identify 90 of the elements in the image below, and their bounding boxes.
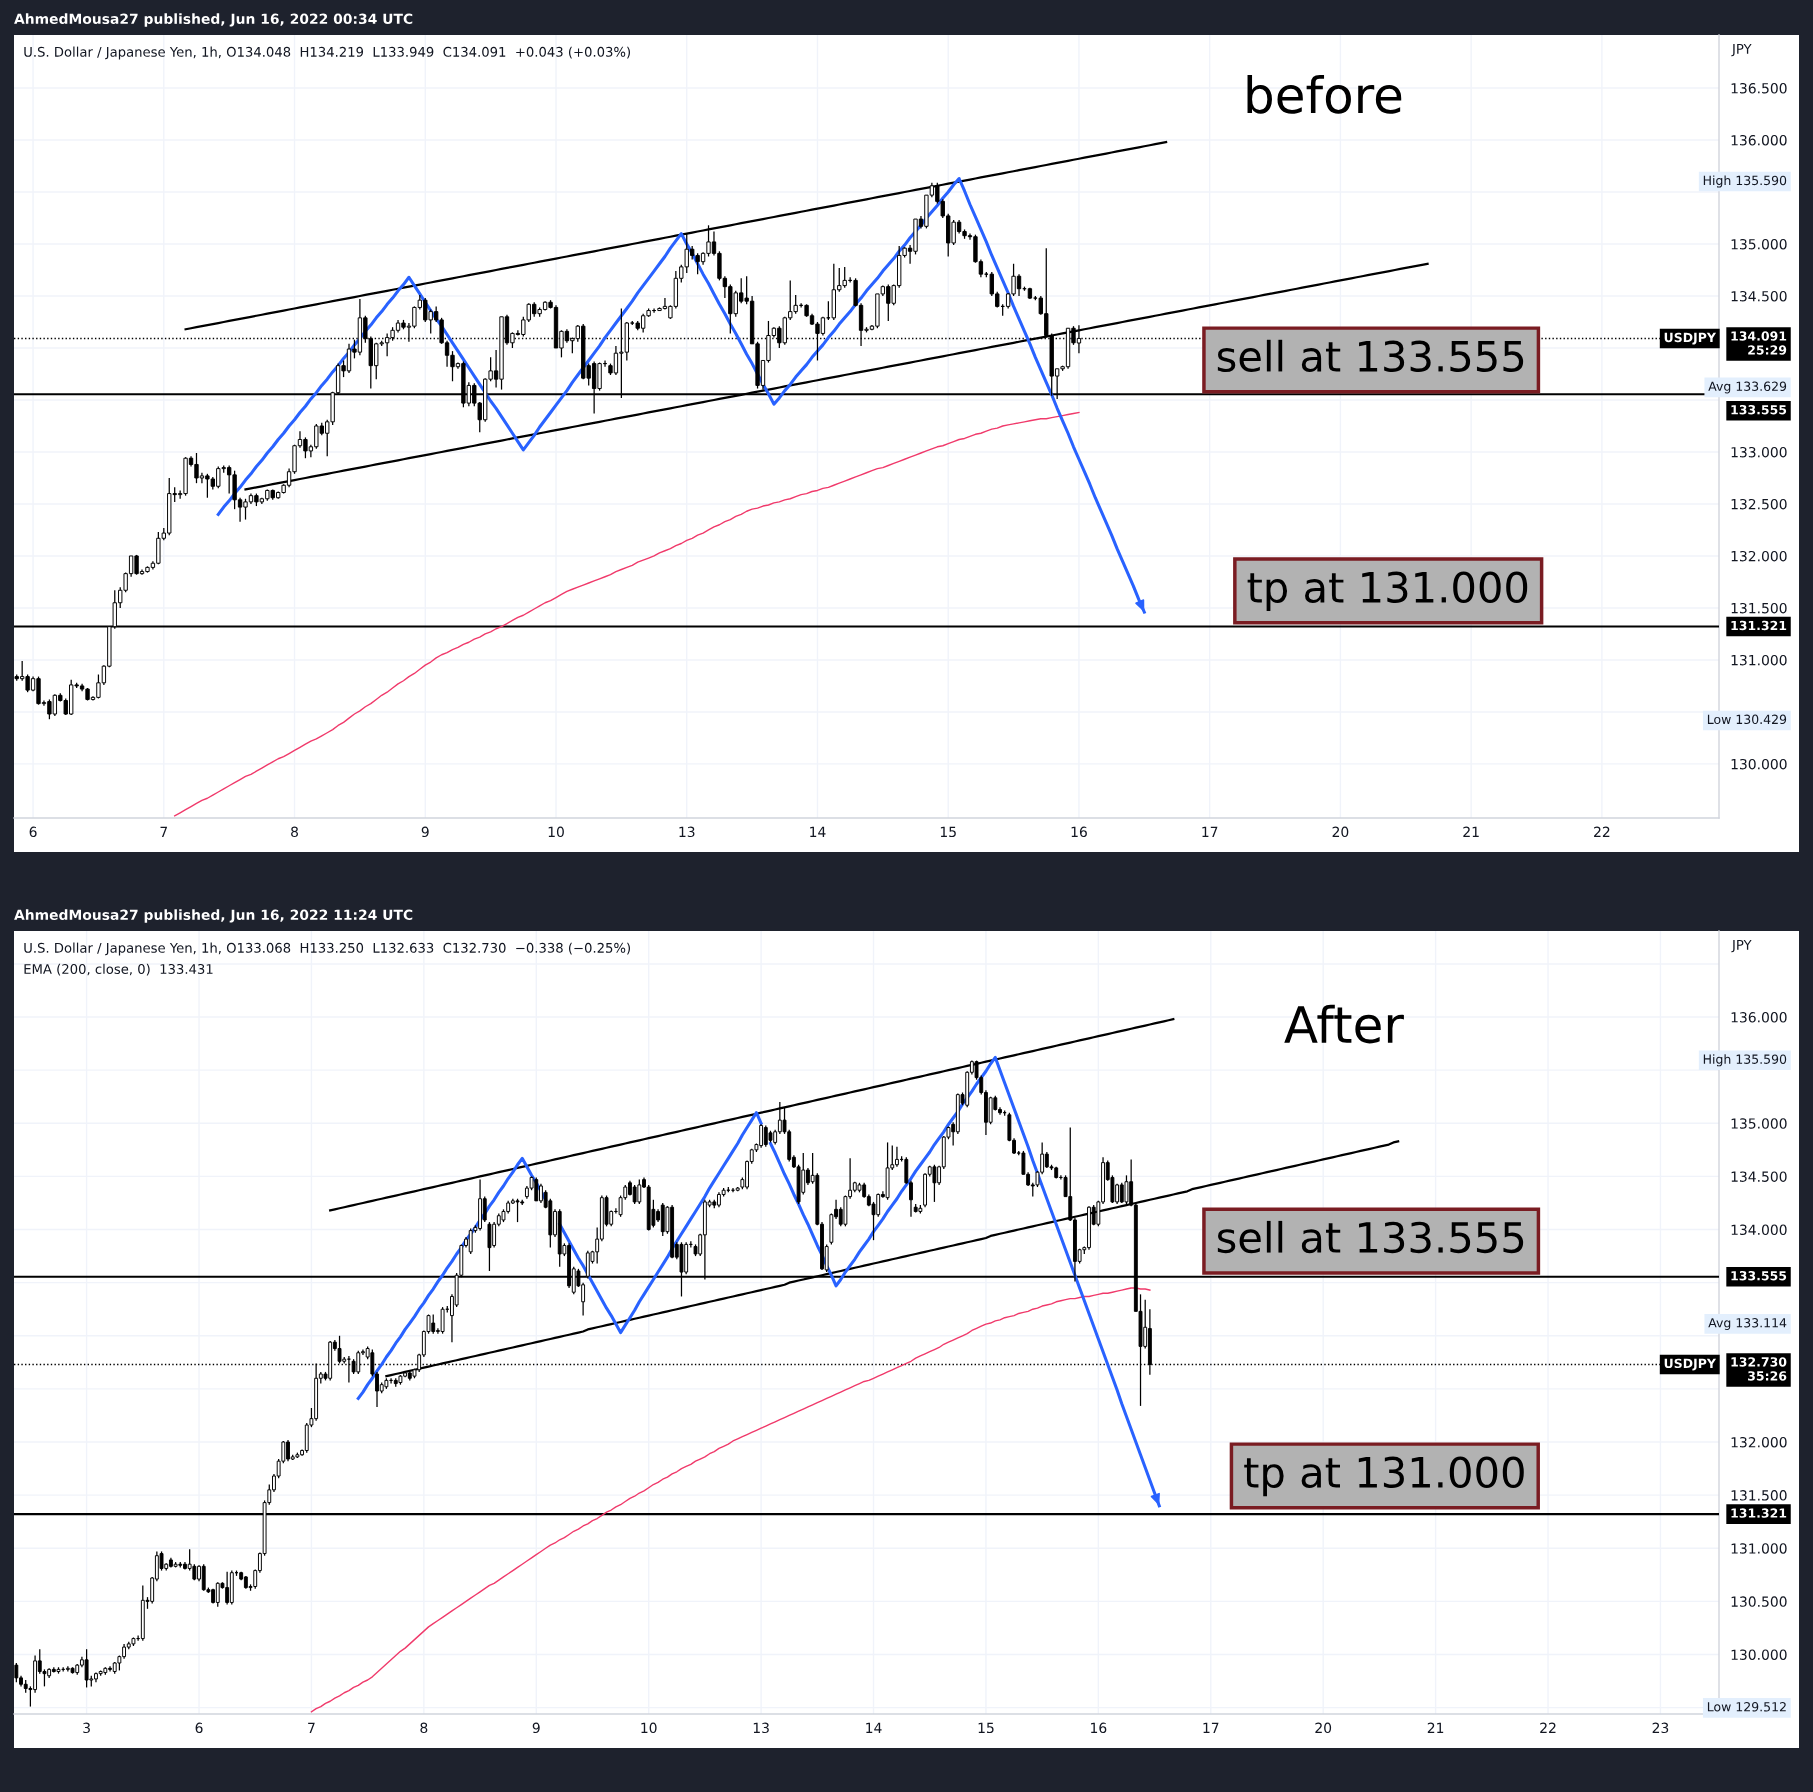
text: U.S. Dollar / Japanese Yen, 1h, O134.048 H134.219 L133.949 C134.091 +0.043 (+0.03%)	[24, 46, 630, 60]
x-tick-label: 7	[160, 826, 168, 837]
x-tick-label: 23	[1652, 1722, 1669, 1734]
candlestick	[487, 1221, 492, 1272]
x-tick-label: 15	[978, 1722, 994, 1734]
x-tick-label: 14	[810, 826, 826, 837]
y-tick-label: 134.000	[1731, 1224, 1787, 1236]
candlestick	[468, 1227, 473, 1255]
y-axis-title: JPY	[1731, 940, 1752, 953]
annotation: tp at 131.000	[1247, 571, 1528, 612]
candlestick	[637, 1178, 642, 1205]
candlestick	[201, 1563, 206, 1592]
x-tick-label: 14	[866, 1722, 882, 1733]
annotation: Low 130.429	[1707, 714, 1787, 725]
x-tick-label: 8	[420, 1722, 428, 1734]
y-tick-label: 131.500	[1731, 602, 1787, 614]
ref-line-label: 134.091 25:29	[1731, 331, 1787, 355]
x-tick-label: 22	[1540, 1722, 1556, 1733]
x-tick-label: 16	[1091, 1722, 1107, 1734]
line-series	[184, 140, 1168, 331]
chart-title: AhmedMousa27 published, Jun 16, 2022 11:24 UTC	[14, 909, 413, 923]
candlestick	[515, 1198, 520, 1223]
annotation: EMA (200, close, 0) 133.431	[24, 963, 213, 976]
y-tick-label: 130.000	[1731, 758, 1787, 770]
x-tick-label: 9	[532, 1722, 540, 1734]
y-tick-label: 135.000	[1731, 1118, 1787, 1129]
annotation: Low 129.512	[1707, 1702, 1786, 1712]
x-tick-label: 20	[1315, 1722, 1332, 1734]
candlestick	[1124, 1174, 1129, 1205]
annotation: sell at 133.555	[1217, 1220, 1524, 1254]
ref-line-label: 133.555	[1731, 1270, 1787, 1281]
y-tick-label: 131.500	[1731, 1490, 1787, 1501]
chart-title: AhmedMousa27 published, Jun 16, 2022 00:34 UTC	[14, 13, 413, 27]
annotation: sell at 133.555	[1217, 339, 1524, 373]
annotation: Avg 133.114	[1708, 1318, 1787, 1330]
y-tick-label: 136.000	[1731, 134, 1787, 146]
x-tick-label: 22	[1594, 826, 1610, 837]
line-series	[329, 1018, 1175, 1212]
y-tick-label: 134.500	[1731, 1171, 1787, 1182]
x-tick-label: 8	[291, 826, 298, 838]
y-tick-label: 130.000	[1731, 1649, 1787, 1660]
line-series	[173, 411, 1080, 817]
ref-line-label: 131.321	[1731, 620, 1787, 631]
candlestick	[632, 1184, 637, 1205]
y-tick-label: 132.000	[1731, 550, 1787, 562]
candlestick	[84, 1648, 89, 1689]
y-tick-label: 136.000	[1731, 1012, 1787, 1023]
x-tick-label: 7	[308, 1722, 315, 1733]
x-tick-label: 13	[679, 826, 695, 838]
y-axis-title: JPY	[1731, 44, 1752, 57]
x-tick-label: 15	[940, 826, 956, 838]
annotation: Avg 133.629	[1708, 381, 1787, 394]
x-tick-label: 9	[421, 826, 429, 838]
x-tick-label: 21	[1463, 826, 1479, 837]
x-tick-label: 17	[1203, 1722, 1219, 1733]
y-tick-label: 131.000	[1731, 654, 1787, 666]
y-tick-label: 133.000	[1731, 446, 1787, 458]
y-tick-label: 135.000	[1731, 238, 1787, 250]
candlestick	[337, 1335, 342, 1365]
x-tick-label: 17	[1202, 826, 1218, 837]
annotation: After	[1284, 1004, 1404, 1044]
annotation: USDJPY	[1664, 1358, 1717, 1371]
annotation: USDJPY	[1664, 332, 1717, 345]
y-tick-label: 132.500	[1731, 498, 1787, 510]
x-tick-label: 10	[641, 1722, 657, 1734]
y-tick-label: 134.500	[1731, 290, 1787, 302]
y-tick-label: 132.000	[1731, 1436, 1787, 1448]
candlestick	[932, 1164, 937, 1203]
x-tick-label: 6	[29, 826, 37, 838]
x-tick-label: 10	[548, 826, 564, 838]
y-tick-label: 130.500	[1731, 1596, 1787, 1607]
line-series	[310, 1287, 1151, 1713]
y-tick-label: 136.500	[1731, 83, 1787, 94]
x-tick-label: 6	[195, 1722, 203, 1734]
x-tick-label: 21	[1427, 1722, 1444, 1733]
ref-line-label: 132.730 35:26	[1731, 1357, 1787, 1381]
x-tick-label: 16	[1071, 826, 1087, 838]
x-tick-label: 13	[753, 1722, 769, 1734]
y-tick-label: 131.000	[1731, 1543, 1787, 1554]
text: U.S. Dollar / Japanese Yen, 1h, O133.068 H133.250 L132.633 C132.730 −0.338 (−0.25%)	[24, 942, 630, 956]
candlestick	[14, 1662, 19, 1683]
x-tick-label: 3	[83, 1722, 90, 1734]
annotation: High 135.590	[1703, 1054, 1787, 1067]
ref-line-label: 131.321	[1731, 1508, 1787, 1518]
annotation: before	[1247, 75, 1402, 114]
annotation: tp at 131.000	[1244, 1456, 1524, 1497]
candlestick	[440, 1306, 445, 1335]
annotation: High 135.590	[1703, 175, 1787, 188]
ref-line-label: 133.555	[1731, 404, 1787, 415]
x-tick-label: 20	[1332, 826, 1349, 838]
